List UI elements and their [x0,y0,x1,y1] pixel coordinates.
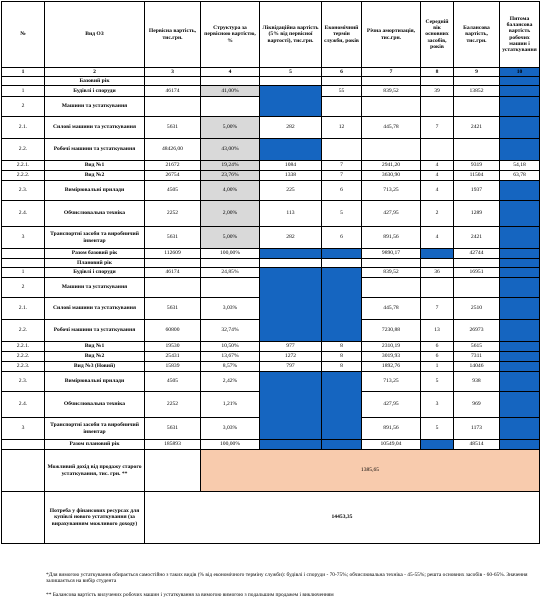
table-row: 2.2.2. Вид №2 26754 23,76% 1338 7 3630,9… [1,170,540,181]
table-row: 2.2.1. Вид №1 21672 19,24% 1084 7 2941,2… [1,160,540,171]
header-depreciation: Річна амортизація, тис.грн. [361,1,421,68]
fixed-assets-table: № Вид ОЗ Первісна вартість, тис.грн. Стр… [1,1,540,544]
need-label: Потреба у фінансових ресурсах для купівл… [44,491,145,544]
header-no: № [1,1,45,68]
table-row: 2.1. Силові машини та устаткування 5631 … [1,116,540,139]
header-book: Балансова вартість, тис.грн. [453,1,500,68]
table-row: 2.2. Робочі машини та устаткування 48426… [1,138,540,161]
col-number: 9 [453,67,500,77]
header-type: Вид ОЗ [44,1,145,68]
table-row: 1 Будівлі і споруди 46174 41,00% 55 839,… [1,85,540,117]
header-age: Середній вік основних засобів, років [420,1,454,68]
col-number: 6 [321,67,362,77]
table-row: 1 Будівлі і споруди 46174 24,85% 839,52 … [1,267,540,342]
table-row: 2.4. Обчислювальна техніка 2252 1,21% 42… [1,391,540,418]
income-value: 1385,65 [200,449,540,492]
footnote-2: ** Балансова вартість вилучених робочих … [46,592,334,598]
section-base-row: Базовий рік [1,76,540,86]
income-row: Можливий дохід від продажу старого устат… [1,449,540,492]
col-number: 4 [200,67,260,77]
table-row: 2.2.2. Вид №2 25431 13,67% 1272 8 3019,9… [1,351,540,362]
col-number: 3 [144,67,201,77]
col-number-row: 1 2 3 4 5 6 7 8 9 10 [1,67,540,77]
table-row: 2.2.1. Вид №1 19530 10,50% 977 8 2310,19… [1,341,540,352]
table-row: 2 Машини та устаткування [1,96,540,117]
need-value: 14453,35 [144,491,540,544]
col-number: 7 [361,67,421,77]
table-row: 2 Машини та устаткування [1,277,540,298]
col-number: 2 [44,67,145,77]
col-number: 8 [420,67,454,77]
header-life: Економічний термін служби, років [321,1,362,68]
income-label: Можливий дохід від продажу старого устат… [44,449,145,492]
table-row: 2.4. Обчислювальна техніка 2252 2,00% 11… [1,200,540,227]
header-liquidation: Ліквідаційна вартість (5% від первісної … [259,1,322,68]
header-initial: Первісна вартість, тис.грн. [144,1,201,68]
total-row-plan: Разом плановий рік 185893 100,00% 10549,… [1,439,540,450]
table-row: 2.2. Робочі машини та устаткування 60800… [1,319,540,342]
footnote-1: *Для вимогою устаткування обирається сам… [46,572,528,584]
section-plan-row: Плановий рік [1,258,540,268]
table-row: 2.3. Вимірювальні прилади 4505 4,00% 225… [1,180,540,201]
table-row: 2.1. Силові машини та устаткування 5631 … [1,297,540,320]
header-calc: Питома балансова вартість робочих машин … [499,1,540,68]
header-row: № Вид ОЗ Первісна вартість, тис.грн. Стр… [1,1,540,68]
table-row: 2.2.3. Вид №3 (Новий) 15839 8,57% 797 8 … [1,361,540,372]
section-plan-title: Плановий рік [44,258,145,268]
table-row: 3 Транспортні засоби та виробничий інвен… [1,226,540,249]
col-number: 1 [1,67,45,77]
table-row: 2.3. Вимірювальні прилади 4505 2,42% 713… [1,371,540,440]
section-base-title: Базовий рік [44,76,145,86]
total-row-base: Разом базовий рік 112609 100,00% 9890,17… [1,248,540,259]
col-number: 5 [259,67,322,77]
header-structure: Структура за первісною вартістю, % [200,1,260,68]
need-row: Потреба у фінансових ресурсах для купівл… [1,491,540,544]
col-number: 10 [499,67,540,77]
